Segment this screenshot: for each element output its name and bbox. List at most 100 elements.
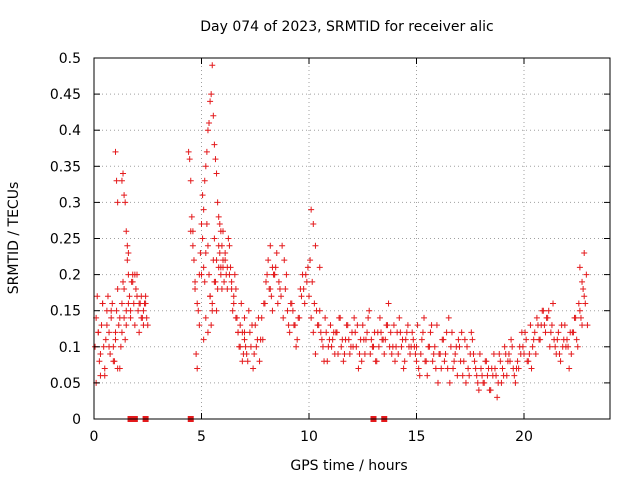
data-point (201, 278, 208, 285)
data-point (356, 351, 363, 358)
data-point (413, 343, 420, 350)
data-point (263, 278, 269, 285)
data-point (200, 264, 207, 271)
data-point (114, 365, 121, 372)
data-point (194, 300, 201, 307)
data-point (209, 307, 216, 314)
data-point (548, 322, 555, 329)
data-point (445, 314, 452, 321)
data-point (302, 271, 309, 278)
data-point (352, 329, 359, 336)
data-point (140, 307, 147, 314)
data-point (429, 358, 436, 365)
data-point (487, 387, 494, 394)
data-point (239, 358, 246, 365)
data-point (339, 336, 346, 343)
y-tick-label: 0.05 (50, 376, 81, 392)
data-point (283, 271, 290, 278)
data-point (319, 343, 326, 350)
data-point (430, 351, 437, 358)
data-point (109, 300, 116, 307)
data-point (527, 322, 534, 329)
data-point (143, 314, 150, 321)
data-point (289, 307, 296, 314)
data-point (512, 379, 519, 386)
data-point (522, 329, 529, 336)
data-point (442, 351, 449, 358)
data-point (382, 336, 389, 343)
data-point (415, 365, 422, 372)
data-point (340, 358, 347, 365)
data-point (335, 351, 342, 358)
data-point (229, 307, 236, 314)
data-point (526, 351, 533, 358)
data-point (546, 343, 553, 350)
data-point (478, 365, 484, 372)
data-point (108, 314, 115, 321)
data-point (360, 336, 367, 343)
data-point (292, 322, 299, 329)
y-tick-label: 0.2 (59, 268, 81, 284)
data-point (584, 322, 591, 329)
data-point (114, 286, 121, 293)
data-point (514, 358, 521, 365)
data-point (579, 278, 586, 285)
data-point (203, 148, 210, 155)
data-point (408, 343, 415, 350)
data-point (185, 148, 192, 155)
data-point (494, 394, 501, 401)
data-point (312, 351, 319, 358)
data-point (343, 322, 350, 329)
data-point (322, 314, 329, 321)
data-point (555, 329, 562, 336)
data-point (216, 221, 223, 228)
data-point (187, 228, 194, 235)
data-point (557, 358, 564, 365)
data-point (281, 257, 288, 264)
data-point (562, 343, 569, 350)
y-tick-label: 0.1 (59, 340, 81, 356)
data-point (310, 221, 317, 228)
data-point (473, 372, 480, 379)
data-point (200, 206, 207, 213)
data-point (395, 351, 402, 358)
data-point (574, 343, 581, 350)
data-point (186, 156, 193, 163)
data-point (118, 329, 125, 336)
data-point (249, 322, 256, 329)
data-point (199, 235, 206, 242)
data-point (250, 365, 257, 372)
data-point (269, 264, 276, 271)
data-point (113, 177, 120, 184)
data-point (310, 329, 317, 336)
data-point (123, 322, 130, 329)
data-point (127, 314, 134, 321)
data-point (207, 98, 214, 105)
data-point (433, 322, 440, 329)
data-point (100, 343, 107, 350)
data-point (101, 372, 108, 379)
data-point (224, 264, 231, 271)
data-point (543, 314, 550, 321)
data-point (399, 336, 406, 343)
data-point (497, 358, 504, 365)
data-point (365, 314, 372, 321)
data-point (457, 358, 464, 365)
chart-title: Day 074 of 2023, SRMTID for receiver ali… (200, 19, 493, 35)
data-point (206, 119, 213, 126)
data-point (469, 336, 476, 343)
data-point (285, 322, 292, 329)
y-tick-label: 0.5 (59, 51, 81, 67)
data-point (271, 271, 278, 278)
y-tick-label: 0 (72, 412, 81, 428)
data-point (441, 358, 448, 365)
data-point (485, 365, 492, 372)
data-point (115, 322, 122, 329)
data-point (440, 336, 447, 343)
data-point (209, 300, 216, 307)
data-point (187, 177, 194, 184)
data-point (112, 148, 119, 155)
data-point (472, 365, 479, 372)
data-point (375, 343, 382, 350)
data-point (519, 343, 526, 350)
